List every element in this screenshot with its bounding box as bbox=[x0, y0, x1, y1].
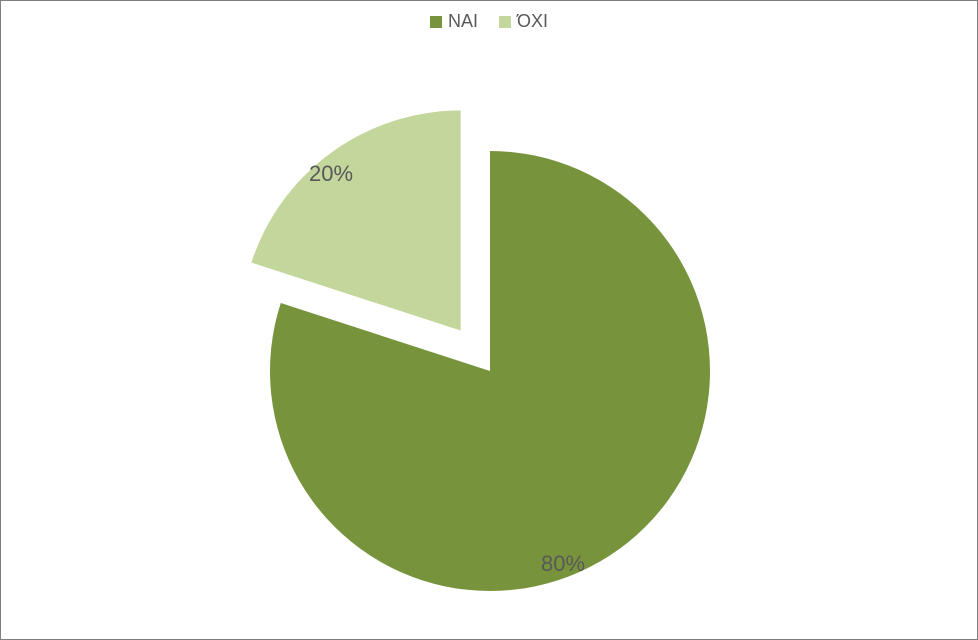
legend-item-nai: ΝΑΙ bbox=[430, 11, 478, 32]
legend-label-nai: ΝΑΙ bbox=[448, 11, 478, 32]
data-label-oxi: 20% bbox=[309, 161, 353, 187]
pie-svg bbox=[1, 41, 978, 631]
pie-chart: 80% 20% bbox=[1, 41, 978, 631]
legend: ΝΑΙ ΌΧΙ bbox=[1, 11, 977, 33]
pie-slice-όχι bbox=[251, 111, 460, 331]
legend-swatch-oxi bbox=[499, 16, 511, 28]
legend-label-oxi: ΌΧΙ bbox=[517, 11, 548, 32]
chart-frame: ΝΑΙ ΌΧΙ 80% 20% bbox=[0, 0, 978, 640]
data-label-nai: 80% bbox=[541, 551, 585, 577]
legend-swatch-nai bbox=[430, 16, 442, 28]
legend-item-oxi: ΌΧΙ bbox=[499, 11, 548, 32]
